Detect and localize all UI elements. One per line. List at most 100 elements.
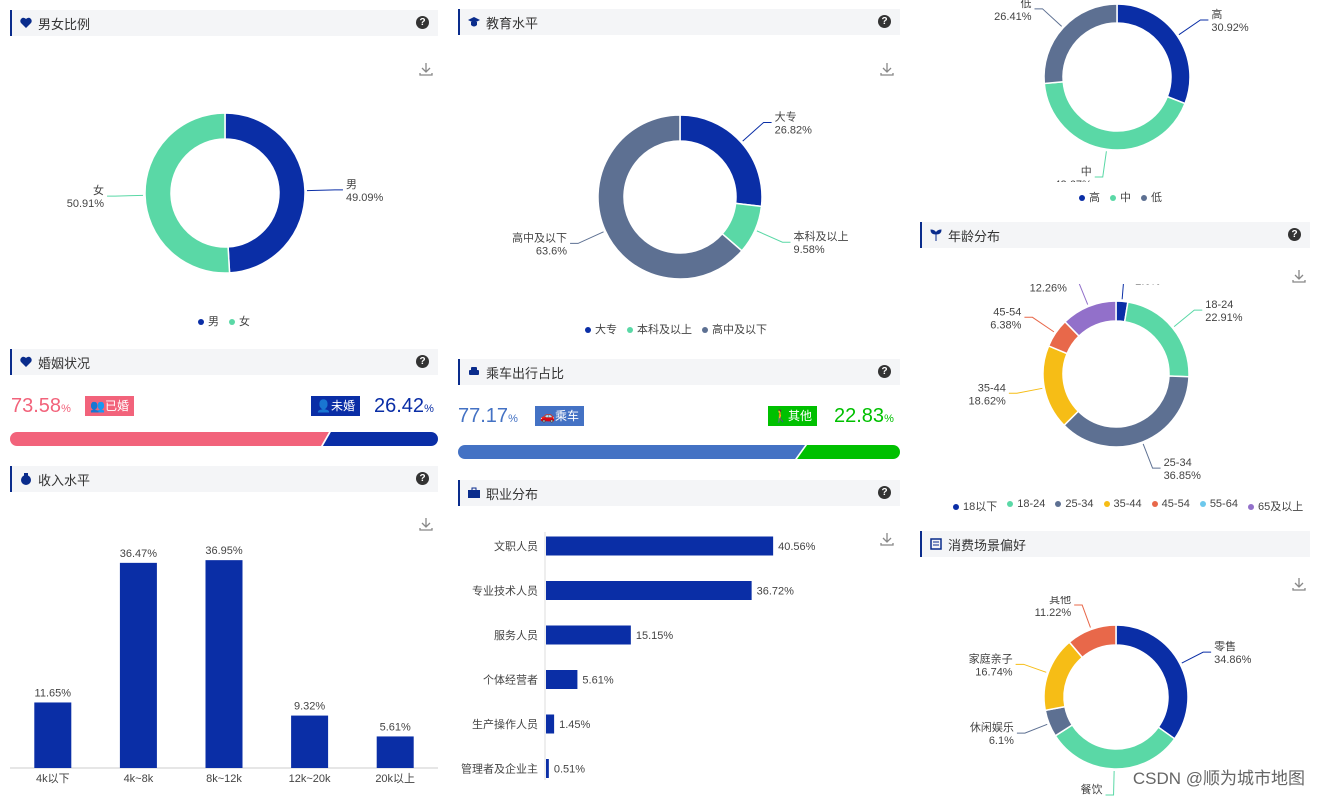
slice-label: 其他 [1049, 596, 1071, 606]
download-icon[interactable] [1291, 576, 1307, 592]
age-panel-header: 年龄分布 ? [920, 222, 1310, 248]
download-icon[interactable] [879, 531, 895, 547]
bar[interactable] [546, 625, 631, 645]
legend-item[interactable]: 高中及以下 [702, 321, 767, 337]
legend-item[interactable]: 女 [229, 313, 250, 329]
help-icon[interactable]: ? [416, 355, 429, 368]
x-tick-label: 8k~12k [206, 773, 242, 785]
bar[interactable] [119, 562, 157, 768]
slice-label: 大专 [775, 109, 797, 123]
x-tick-label: 20k以上 [375, 772, 415, 785]
donut-slice-餐饮[interactable] [1054, 723, 1176, 770]
bar[interactable] [546, 536, 774, 556]
donut-slice-65及以上[interactable] [1063, 300, 1117, 338]
help-icon[interactable]: ? [878, 365, 891, 378]
download-icon[interactable] [879, 61, 895, 77]
donut-slice-女[interactable] [144, 112, 231, 274]
sprout-icon [930, 229, 942, 241]
y-tick-label: 文职人员 [494, 539, 538, 553]
slice-value-label: 18.62% [969, 395, 1007, 407]
slice-label: 本科及以上 [793, 229, 848, 243]
legend-item[interactable]: 18-24 [1007, 498, 1045, 514]
slice-label: 休闲娱乐 [970, 720, 1014, 734]
slice-value-label: 26.41% [994, 11, 1032, 23]
legend-item[interactable]: 低 [1141, 189, 1162, 205]
donut-slice-中[interactable] [1043, 80, 1186, 151]
help-icon[interactable]: ? [416, 16, 429, 29]
legend-item[interactable]: 45-54 [1151, 498, 1190, 514]
y-tick-label: 专业技术人员 [472, 584, 538, 598]
help-icon[interactable]: ? [416, 472, 429, 485]
income-bar-chart: 11.65% 4k以下 36.47% 4k~8k 36.95% 8k~12k 9.32% 12… [10, 545, 438, 785]
bar[interactable] [546, 759, 549, 778]
donut-slice-家庭亲子[interactable] [1043, 641, 1084, 712]
bar-value-label: 1.45% [559, 719, 590, 731]
bar[interactable] [291, 715, 329, 768]
legend-item[interactable]: 中 [1110, 189, 1131, 205]
single-percent: 26.42% [374, 395, 434, 417]
legend-item[interactable]: 35-44 [1103, 498, 1142, 514]
bar-value-label: 5.61% [582, 675, 613, 687]
donut-slice-35-44[interactable] [1042, 344, 1080, 427]
age-donut: 18以下2.6%18-2422.91%25-3436.85%35-4418.62… [969, 284, 1243, 482]
donut-slice-高中及以下[interactable] [597, 114, 743, 280]
bar[interactable] [546, 714, 555, 734]
donut-slice-其他[interactable] [1068, 624, 1117, 659]
download-icon[interactable] [418, 61, 434, 77]
donut-slice-高[interactable] [1116, 3, 1191, 105]
legend-item[interactable]: 25-34 [1055, 498, 1094, 514]
donut-slice-25-34[interactable] [1063, 375, 1190, 448]
help-icon[interactable]: ? [878, 486, 891, 499]
bar[interactable] [546, 581, 752, 600]
slice-label: 低 [1020, 0, 1031, 10]
legend-item[interactable]: 男 [198, 313, 219, 329]
education-panel-header: 教育水平 ? [458, 9, 900, 35]
legend-marker [953, 504, 959, 511]
married-tag: 👥已婚 [85, 396, 134, 416]
education-legend: 大专 本科及以上 高中及以下 [585, 321, 767, 337]
legend-marker [1055, 501, 1062, 508]
label-leader-line [1074, 604, 1091, 628]
legend-marker [198, 319, 204, 326]
bar-value-label: 11.65% [35, 687, 72, 699]
legend-item[interactable]: 本科及以上 [627, 321, 692, 337]
legend-marker [1141, 195, 1147, 202]
donut-slice-男[interactable] [224, 112, 306, 274]
label-leader-line [1034, 8, 1063, 27]
download-icon[interactable] [418, 516, 434, 532]
label-leader-line [107, 194, 144, 197]
donut-slice-18-24[interactable] [1123, 301, 1190, 378]
married-percent: 73.58% [11, 395, 71, 417]
bar-value-label: 36.47% [120, 548, 158, 560]
bar[interactable] [376, 736, 414, 768]
label-leader-line [1105, 770, 1115, 796]
other-tag: 🚶其他 [768, 406, 817, 426]
legend-marker [1151, 501, 1158, 508]
legend-marker [229, 319, 235, 326]
download-icon[interactable] [1291, 268, 1307, 284]
marriage-ratio-bar [10, 432, 438, 446]
label-leader-line [1142, 443, 1161, 469]
panel-title: 婚姻状况 [38, 355, 91, 371]
legend-item[interactable]: 18以下 [953, 498, 997, 514]
label-leader-line [1094, 151, 1107, 178]
legend-item[interactable]: 大专 [585, 321, 617, 337]
bar[interactable] [205, 560, 243, 768]
donut-slice-低[interactable] [1043, 3, 1118, 85]
bar[interactable] [546, 670, 578, 689]
legend-marker [1079, 195, 1085, 202]
donut-slice-大专[interactable] [679, 114, 763, 208]
legend-item[interactable]: 55-64 [1199, 498, 1238, 514]
legend-item[interactable]: 高 [1079, 189, 1100, 205]
help-icon[interactable]: ? [1288, 228, 1301, 241]
panel-title: 消费场景偏好 [948, 537, 1027, 553]
slice-value-label: 12.26% [1030, 284, 1068, 294]
slice-label: 零售 [1214, 639, 1236, 653]
help-icon[interactable]: ? [878, 15, 891, 28]
slice-value-label: 9.58% [793, 244, 824, 256]
legend-marker [1199, 501, 1206, 508]
donut-slice-零售[interactable] [1115, 624, 1189, 740]
bar[interactable] [34, 702, 72, 768]
legend-item[interactable]: 65及以上 [1247, 498, 1303, 514]
slice-value-label: 30.92% [1211, 22, 1249, 34]
